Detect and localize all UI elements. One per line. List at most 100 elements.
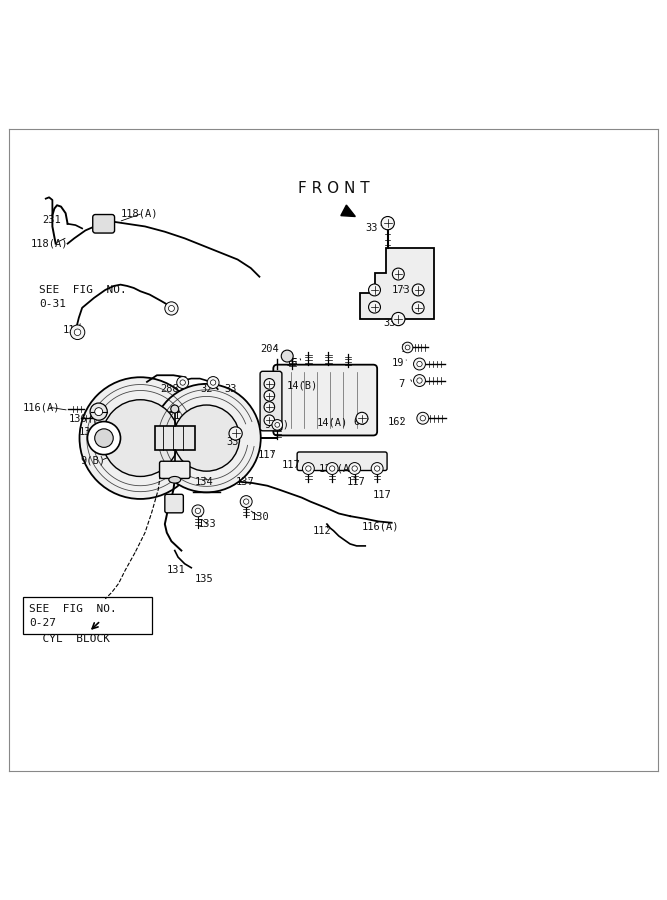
Text: 116(A): 116(A): [319, 464, 356, 473]
Text: 136: 136: [79, 428, 97, 437]
Circle shape: [210, 380, 216, 385]
Circle shape: [374, 466, 380, 472]
Circle shape: [381, 217, 394, 230]
Circle shape: [180, 380, 185, 385]
Text: 137: 137: [235, 477, 254, 487]
Circle shape: [356, 412, 368, 424]
Text: 231: 231: [43, 215, 61, 225]
Text: 66: 66: [354, 418, 366, 428]
Circle shape: [369, 284, 380, 296]
Text: 33: 33: [224, 384, 237, 394]
Circle shape: [369, 302, 380, 313]
Circle shape: [414, 358, 426, 370]
FancyBboxPatch shape: [273, 364, 377, 436]
Text: 112: 112: [312, 526, 331, 536]
Circle shape: [171, 405, 179, 413]
Circle shape: [417, 412, 429, 424]
Text: 16: 16: [286, 357, 298, 368]
Text: 0-27: 0-27: [29, 618, 56, 628]
Text: SEE  FIG  NO.: SEE FIG NO.: [29, 604, 117, 614]
Text: 117: 117: [257, 450, 276, 460]
Polygon shape: [341, 205, 356, 217]
Circle shape: [417, 361, 422, 366]
Circle shape: [74, 329, 81, 336]
Circle shape: [420, 416, 426, 421]
Text: 11: 11: [167, 501, 179, 511]
Text: 14(A): 14(A): [317, 418, 348, 428]
Text: 9(A): 9(A): [264, 420, 289, 430]
Text: 19: 19: [401, 345, 414, 355]
Polygon shape: [360, 248, 434, 319]
Polygon shape: [155, 427, 195, 450]
Circle shape: [264, 391, 275, 401]
Circle shape: [169, 305, 175, 311]
Text: 12: 12: [173, 464, 186, 473]
Circle shape: [412, 302, 424, 314]
FancyBboxPatch shape: [93, 214, 115, 233]
Text: 9(B): 9(B): [81, 455, 106, 465]
Text: 116(A): 116(A): [362, 521, 399, 531]
Text: 32: 32: [200, 384, 212, 394]
Circle shape: [87, 421, 121, 454]
Text: 19: 19: [392, 357, 404, 368]
Circle shape: [177, 376, 189, 389]
Circle shape: [264, 379, 275, 389]
Circle shape: [272, 419, 283, 430]
Text: 130: 130: [251, 512, 269, 523]
Circle shape: [173, 405, 239, 472]
Text: 117: 117: [282, 460, 301, 470]
Text: CYL  BLOCK: CYL BLOCK: [29, 634, 110, 643]
Circle shape: [207, 376, 219, 389]
Text: 7: 7: [398, 379, 405, 389]
Text: 135: 135: [195, 574, 213, 584]
Circle shape: [392, 268, 404, 280]
Circle shape: [329, 466, 335, 472]
Text: 162: 162: [388, 418, 406, 428]
Text: 117: 117: [374, 490, 392, 500]
Text: 288: 288: [160, 384, 179, 394]
Circle shape: [352, 466, 358, 472]
Text: F R O N T: F R O N T: [297, 181, 370, 196]
Circle shape: [264, 401, 275, 412]
Circle shape: [95, 408, 103, 416]
FancyBboxPatch shape: [165, 494, 183, 513]
Text: 33: 33: [366, 223, 378, 233]
Circle shape: [281, 350, 293, 362]
Circle shape: [70, 325, 85, 339]
Circle shape: [102, 400, 179, 476]
Text: 0-31: 0-31: [39, 300, 66, 310]
Circle shape: [326, 463, 338, 474]
Circle shape: [305, 466, 311, 472]
Circle shape: [240, 496, 252, 508]
Text: 118(A): 118(A): [121, 208, 158, 218]
Circle shape: [405, 345, 410, 350]
Text: 118(A): 118(A): [31, 238, 68, 248]
Circle shape: [152, 384, 261, 492]
Circle shape: [243, 499, 249, 504]
Text: 14(B): 14(B): [287, 380, 318, 391]
Circle shape: [392, 312, 405, 326]
Circle shape: [402, 342, 413, 353]
Circle shape: [79, 377, 201, 499]
Circle shape: [372, 463, 383, 474]
Circle shape: [195, 508, 201, 514]
Circle shape: [95, 428, 113, 447]
Text: 116(A): 116(A): [23, 402, 60, 412]
Text: SEE  FIG  NO.: SEE FIG NO.: [39, 285, 127, 295]
Circle shape: [90, 403, 107, 420]
Text: 136: 136: [69, 414, 87, 424]
FancyBboxPatch shape: [260, 372, 282, 431]
Text: 1: 1: [173, 410, 179, 420]
FancyBboxPatch shape: [297, 452, 387, 471]
Circle shape: [349, 463, 361, 474]
Circle shape: [264, 415, 275, 426]
Text: 117: 117: [347, 477, 366, 487]
Circle shape: [417, 378, 422, 383]
FancyBboxPatch shape: [159, 461, 190, 479]
Ellipse shape: [169, 476, 181, 483]
Text: 134: 134: [195, 477, 213, 487]
Text: 173: 173: [392, 285, 410, 295]
Circle shape: [229, 427, 242, 440]
Text: 33: 33: [383, 318, 396, 328]
Text: 131: 131: [167, 565, 185, 575]
